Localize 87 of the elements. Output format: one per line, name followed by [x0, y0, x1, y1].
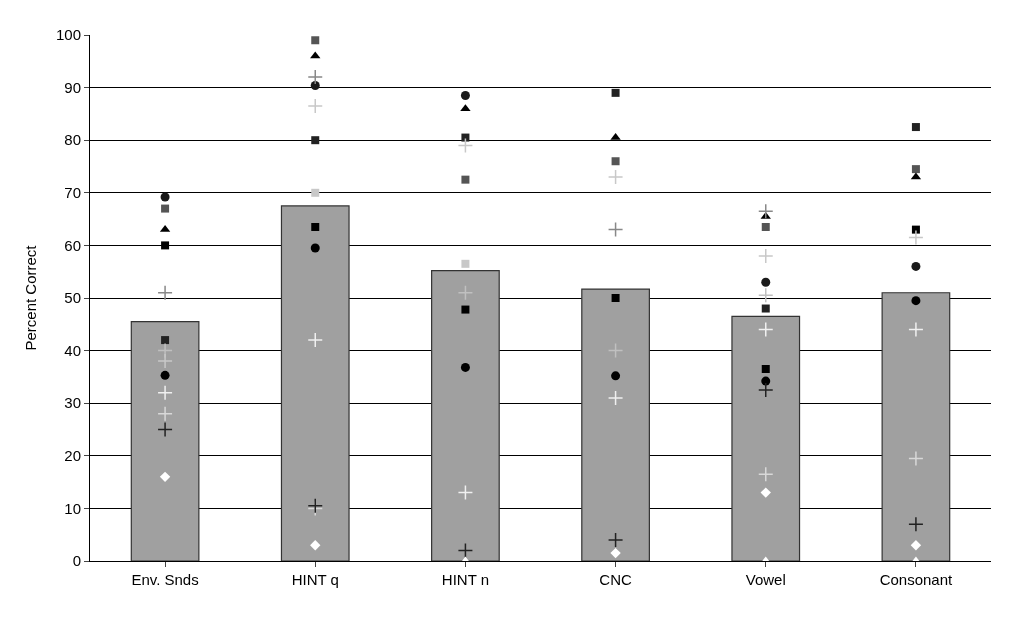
point — [311, 136, 320, 145]
point — [761, 365, 770, 374]
point — [461, 133, 470, 142]
point — [157, 353, 173, 369]
point — [908, 321, 924, 338]
bar — [881, 292, 951, 561]
x-tick-label: HINT q — [291, 571, 339, 588]
point — [307, 98, 323, 114]
point — [157, 405, 173, 422]
point — [161, 241, 170, 250]
point — [461, 305, 470, 314]
point — [908, 229, 924, 246]
y-axis-title: Percent Correct — [22, 244, 40, 351]
x-tick-label: CNC — [599, 571, 632, 588]
point — [908, 450, 924, 467]
point — [758, 321, 774, 338]
point — [160, 370, 170, 380]
x-tick-label: HINT n — [441, 571, 490, 588]
point — [161, 204, 170, 213]
point — [157, 384, 173, 401]
point — [160, 192, 170, 202]
point — [610, 547, 621, 559]
point — [760, 487, 771, 498]
point — [607, 532, 624, 548]
point — [461, 259, 470, 268]
y-tick-label: 40 — [64, 341, 81, 359]
point — [310, 51, 321, 59]
point — [761, 222, 770, 231]
y-tick-label: 90 — [64, 78, 81, 96]
point — [911, 225, 920, 234]
point — [910, 540, 922, 551]
point — [307, 332, 323, 348]
y-tick-label: 60 — [64, 236, 81, 254]
point — [157, 284, 173, 301]
y-tick-label: 100 — [55, 26, 81, 44]
point — [457, 284, 474, 301]
point — [460, 90, 470, 100]
point — [310, 81, 320, 90]
point — [908, 516, 924, 532]
y-tick-label: 80 — [64, 131, 81, 149]
y-tick-label: 70 — [64, 184, 81, 202]
bar — [431, 270, 500, 561]
point — [159, 471, 171, 483]
point — [611, 157, 620, 166]
point — [307, 69, 323, 85]
point — [460, 362, 470, 372]
point — [157, 421, 173, 438]
point — [758, 466, 774, 482]
point — [761, 304, 770, 313]
x-tick-label: Vowel — [745, 571, 786, 588]
bar — [581, 288, 650, 561]
y-tick-label: 10 — [64, 499, 81, 517]
point — [457, 484, 474, 501]
point — [758, 203, 774, 219]
point — [611, 294, 620, 302]
point — [311, 36, 320, 45]
point — [310, 540, 321, 551]
bar — [731, 315, 801, 561]
point — [607, 221, 624, 238]
point — [457, 137, 474, 154]
point — [911, 123, 920, 132]
point — [311, 222, 320, 231]
point — [611, 88, 620, 97]
x-tick-label: Consonant — [879, 571, 954, 588]
point — [607, 342, 624, 359]
point — [310, 243, 320, 253]
point — [311, 188, 320, 197]
point — [761, 277, 771, 287]
y-tick-label: 50 — [64, 289, 81, 307]
point — [911, 165, 920, 174]
bar — [130, 321, 200, 561]
point — [911, 261, 921, 271]
point — [461, 175, 470, 184]
point — [758, 248, 774, 264]
y-tick-label: 30 — [64, 394, 81, 412]
bar — [280, 205, 350, 561]
point — [161, 336, 170, 345]
x-tick-label: Env. Snds — [131, 571, 199, 588]
point — [758, 287, 774, 304]
point — [758, 382, 774, 398]
point — [457, 542, 474, 559]
point — [911, 296, 921, 306]
point — [611, 371, 621, 381]
y-tick-label: 0 — [72, 552, 81, 570]
point — [607, 390, 624, 406]
point — [607, 169, 624, 185]
y-tick-label: 20 — [64, 447, 81, 465]
